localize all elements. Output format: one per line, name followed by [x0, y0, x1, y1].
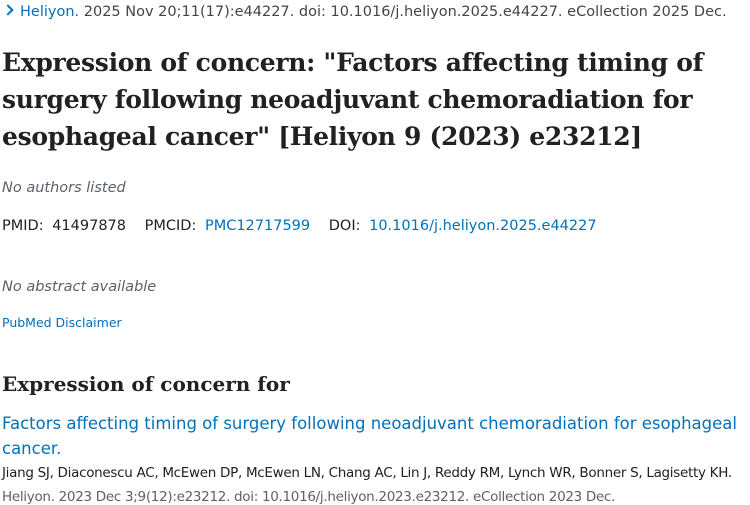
pmid-value: 41497878 — [52, 218, 127, 234]
related-article-link[interactable]: Factors affecting timing of surgery foll… — [2, 414, 737, 458]
pmid-label: PMID: — [2, 218, 44, 234]
identifiers: PMID: 41497878 PMCID: PMC12717599 DOI: 1… — [2, 218, 597, 234]
pmcid-link[interactable]: PMC12717599 — [204, 218, 311, 234]
authors: No authors listed — [2, 180, 126, 196]
doi-label: DOI: — [328, 218, 361, 234]
chevron-right-icon[interactable] — [2, 4, 14, 16]
citation-details: 2025 Nov 20;11(17):e44227. doi: 10.1016/… — [83, 4, 727, 20]
related-authors: Jiang SJ, Diaconescu AC, McEwen DP, McEw… — [2, 465, 732, 481]
abstract-note: No abstract available — [2, 279, 157, 295]
related-citation: Heliyon. 2023 Dec 3;9(12):e23212. doi: 1… — [2, 489, 616, 505]
pubmed-disclaimer-link[interactable]: PubMed Disclaimer — [2, 315, 122, 330]
doi-link[interactable]: 10.1016/j.heliyon.2025.e44227 — [369, 218, 597, 234]
concern-heading: Expression of concern for — [2, 372, 290, 396]
page-title: Expression of concern: "Factors affectin… — [2, 48, 704, 151]
journal-link[interactable]: Heliyon. — [20, 4, 80, 20]
journal-citation: Heliyon. 2025 Nov 20;11(17):e44227. doi:… — [2, 4, 727, 20]
pmcid-label: PMCID: — [144, 218, 197, 234]
